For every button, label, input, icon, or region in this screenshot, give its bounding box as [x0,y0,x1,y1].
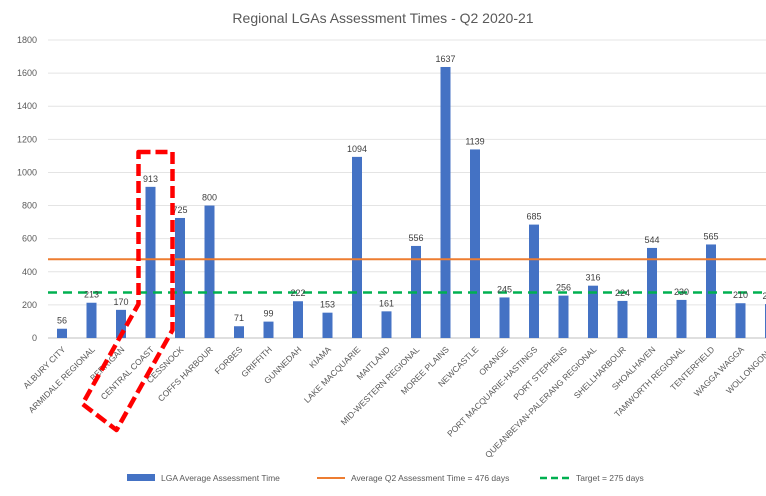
data-label: 230 [674,287,689,297]
reference-lines [48,258,766,294]
bar [175,217,185,338]
bar [440,66,451,338]
x-tick-label: COFFS HARBOUR [156,344,215,403]
data-label: 913 [143,174,158,184]
y-tick-label: 1000 [17,167,37,177]
data-label: 161 [379,298,394,308]
y-tick-label: 0 [32,333,37,343]
bar [352,156,362,338]
bar [470,149,480,338]
bar [145,186,156,338]
legend-label: LGA Average Assessment Time [161,473,280,483]
highlight-box [80,149,175,433]
data-label: 800 [202,193,217,203]
data-label: 1637 [435,54,455,64]
data-label: 725 [172,205,187,215]
legend-label: Target = 275 days [576,473,644,483]
x-tick-label: SHELLHARBOUR [572,344,628,400]
data-label: 213 [84,290,99,300]
y-tick-label: 400 [22,267,37,277]
bar-series [57,66,766,338]
bar [293,301,303,338]
bar [735,303,746,338]
bar [204,205,215,338]
data-label: 565 [703,231,718,241]
data-label: 1094 [347,144,367,154]
bar [529,224,539,338]
data-label: 205 [762,291,766,301]
data-label: 224 [615,288,630,298]
data-label: 56 [57,316,67,326]
chart-title: Regional LGAs Assessment Times - Q2 2020… [232,10,533,26]
y-tick-label: 200 [22,300,37,310]
legend-swatch-bar [127,474,155,481]
bar [116,309,126,338]
x-tick-label: WAGGA WAGGA [692,344,746,398]
legend-label: Average Q2 Assessment Time = 476 days [351,473,509,483]
bar [57,328,67,338]
bar [381,311,392,338]
data-label: 222 [290,288,305,298]
bar [234,326,244,338]
bar [558,295,569,338]
y-tick-label: 1800 [17,35,37,45]
data-label: 544 [644,235,659,245]
data-label: 685 [526,212,541,222]
y-tick-label: 800 [22,201,37,211]
x-tick-label: QUEANBEYAN-PALERANG REGIONAL [483,344,599,460]
bar [588,285,598,338]
x-tick-label: PORT STEPHENS [511,344,569,402]
bar [676,299,687,338]
x-tick-label: KIAMA [307,344,333,370]
y-tick-label: 1600 [17,68,37,78]
bar [263,321,274,338]
data-label: 99 [263,309,273,319]
data-label: 256 [556,283,571,293]
data-label: 71 [234,313,244,323]
data-label: 210 [733,290,748,300]
data-labels: 56 213 170 913 725 800 71 99 222 153 1094 161 556 163… [57,54,766,326]
data-label: 245 [497,284,512,294]
bar [499,297,510,338]
data-label: 170 [113,297,128,307]
bar [322,312,333,338]
y-tick-label: 600 [22,234,37,244]
bar [86,302,97,338]
grid-lines [48,39,766,339]
data-label: 316 [585,273,600,283]
y-tick-label: 1200 [17,134,37,144]
highlight-outline [80,149,175,433]
bar [617,300,628,338]
data-label: 1139 [465,136,484,146]
data-label: 556 [408,233,423,243]
y-tick-label: 1400 [17,101,37,111]
legend: LGA Average Assessment Time Average Q2 As… [127,473,644,483]
y-axis: 0 200 400 600 800 1000 1200 1400 1600 1800 [17,35,37,343]
data-label: 153 [320,300,335,310]
